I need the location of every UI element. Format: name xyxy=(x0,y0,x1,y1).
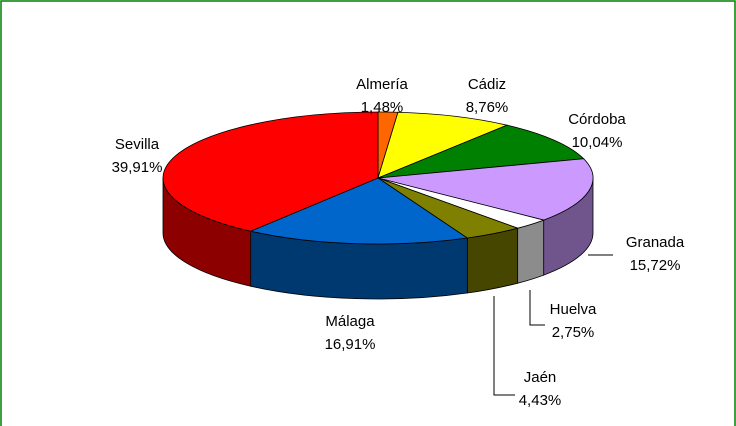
leader-line xyxy=(529,290,545,326)
slice-label: Jaén xyxy=(524,369,557,386)
slice xyxy=(377,111,509,179)
slice-label: Córdoba xyxy=(568,111,626,128)
slice-value-label: 8,76% xyxy=(466,99,509,116)
slice-value-label: 16,91% xyxy=(325,336,376,353)
slice-value-label: 2,75% xyxy=(552,324,595,341)
slice-value-label: 15,72% xyxy=(630,257,681,274)
slice-label: Sevilla xyxy=(115,136,160,153)
slice xyxy=(377,158,594,221)
slice-label: Granada xyxy=(626,234,685,251)
slice-label: Cádiz xyxy=(468,76,506,93)
pie-sides xyxy=(162,177,594,300)
slice xyxy=(249,177,469,245)
slice-value-label: 39,91% xyxy=(112,159,163,176)
leader-line xyxy=(493,296,515,396)
pie-tops xyxy=(162,111,594,245)
slice-label: Málaga xyxy=(325,313,375,330)
slice-label: Almería xyxy=(356,76,408,93)
slice-label: Huelva xyxy=(550,301,597,318)
slice-side xyxy=(517,219,545,284)
slice xyxy=(162,111,379,232)
labels: Almería 1,48% Cádiz 8,76% Córdoba 10,04% Grana… xyxy=(112,76,685,409)
slice xyxy=(377,124,585,179)
slice-value-label: 1,48% xyxy=(361,99,404,116)
slice-side xyxy=(466,227,519,294)
slice-value-label: 4,43% xyxy=(519,392,562,409)
slice-value-label: 10,04% xyxy=(572,134,623,151)
